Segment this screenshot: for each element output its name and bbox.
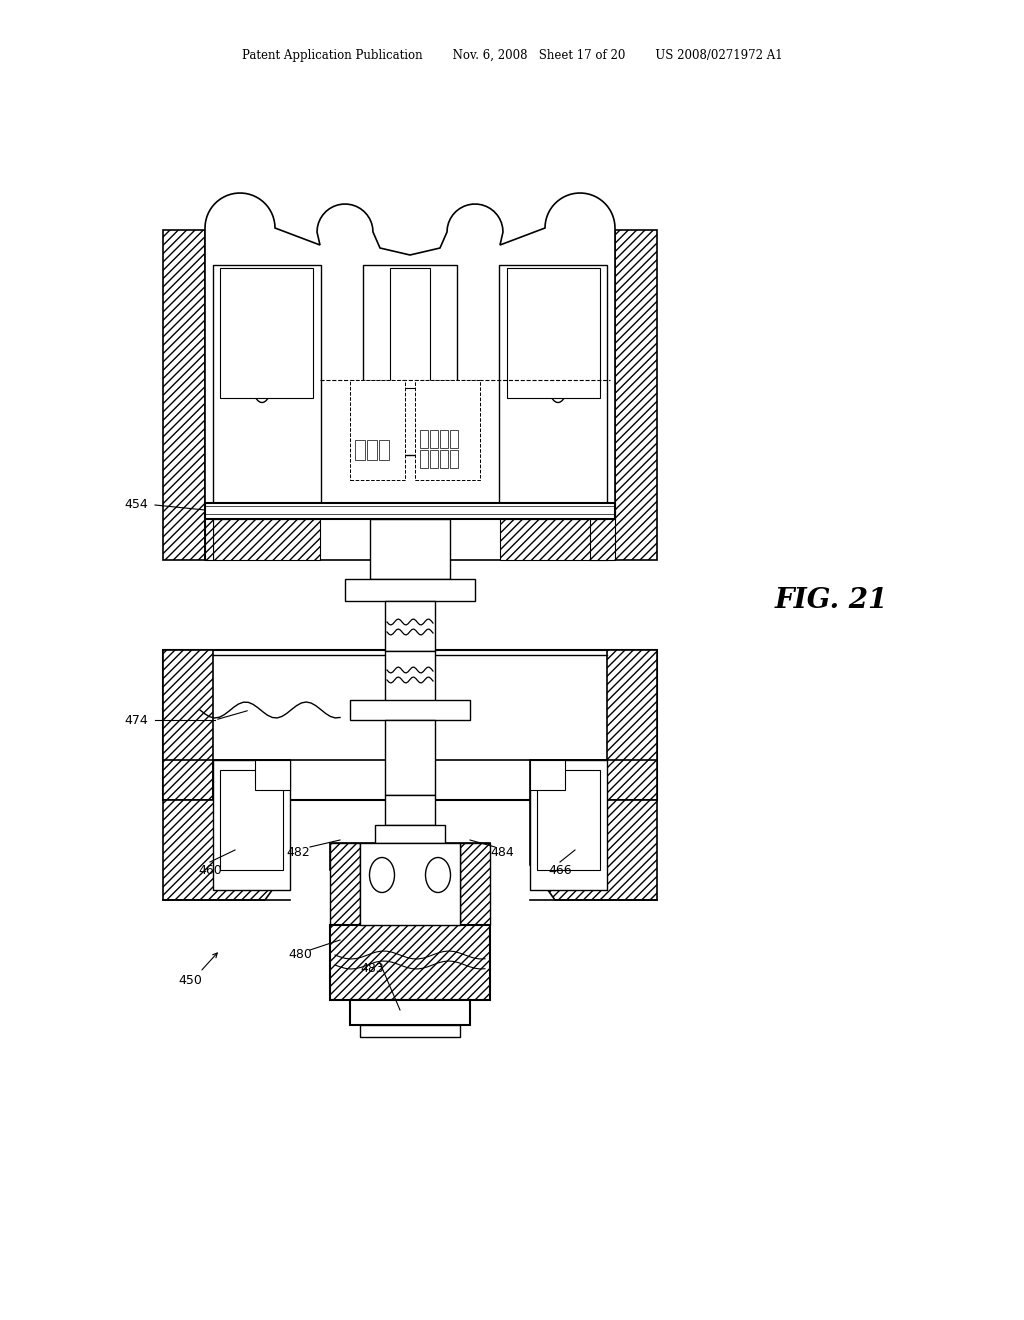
Bar bbox=[205, 503, 615, 519]
Text: 454: 454 bbox=[124, 499, 148, 511]
Text: 460: 460 bbox=[198, 863, 222, 876]
Bar bbox=[360, 843, 460, 925]
Bar bbox=[385, 601, 435, 651]
Bar bbox=[220, 770, 283, 870]
Bar bbox=[375, 825, 445, 843]
Text: 482: 482 bbox=[286, 846, 310, 859]
Bar bbox=[420, 430, 428, 447]
Polygon shape bbox=[500, 519, 607, 560]
Polygon shape bbox=[163, 760, 290, 900]
Text: 480: 480 bbox=[288, 949, 312, 961]
Bar bbox=[507, 268, 600, 399]
Bar bbox=[440, 450, 449, 469]
Bar bbox=[415, 380, 480, 480]
Polygon shape bbox=[205, 503, 230, 560]
Polygon shape bbox=[205, 193, 615, 560]
Bar bbox=[163, 649, 657, 800]
Bar bbox=[385, 719, 435, 795]
Polygon shape bbox=[163, 649, 213, 800]
Bar bbox=[450, 430, 458, 447]
Bar bbox=[213, 760, 290, 890]
Bar bbox=[350, 700, 470, 719]
Bar bbox=[420, 450, 428, 469]
Polygon shape bbox=[330, 843, 490, 870]
Bar bbox=[345, 579, 475, 601]
Bar bbox=[430, 430, 438, 447]
Bar bbox=[370, 519, 450, 579]
Polygon shape bbox=[590, 503, 615, 560]
Polygon shape bbox=[607, 649, 657, 800]
Polygon shape bbox=[163, 230, 205, 560]
Ellipse shape bbox=[248, 318, 276, 403]
Bar bbox=[390, 268, 430, 388]
Text: 483: 483 bbox=[360, 961, 384, 974]
Bar bbox=[350, 1001, 470, 1026]
Bar bbox=[499, 265, 607, 515]
Text: 466: 466 bbox=[548, 863, 571, 876]
Polygon shape bbox=[530, 760, 657, 900]
Bar bbox=[385, 795, 435, 825]
Bar bbox=[362, 265, 457, 455]
Polygon shape bbox=[615, 230, 657, 560]
Ellipse shape bbox=[426, 858, 451, 892]
Bar bbox=[440, 430, 449, 447]
Ellipse shape bbox=[544, 318, 572, 403]
Bar bbox=[537, 770, 600, 870]
Bar bbox=[367, 440, 377, 459]
Bar bbox=[220, 268, 313, 399]
Text: 484: 484 bbox=[490, 846, 514, 859]
Bar bbox=[430, 450, 438, 469]
Bar bbox=[530, 760, 565, 789]
Text: 450: 450 bbox=[178, 974, 202, 986]
Bar bbox=[350, 380, 406, 480]
Polygon shape bbox=[330, 843, 360, 925]
Polygon shape bbox=[330, 925, 490, 1001]
Polygon shape bbox=[460, 843, 490, 925]
Bar bbox=[360, 1026, 460, 1038]
Text: FIG. 21: FIG. 21 bbox=[775, 586, 888, 614]
Bar bbox=[255, 760, 290, 789]
Bar bbox=[379, 440, 389, 459]
Bar bbox=[213, 265, 321, 515]
Text: 474: 474 bbox=[124, 714, 148, 726]
Text: Patent Application Publication        Nov. 6, 2008   Sheet 17 of 20        US 20: Patent Application Publication Nov. 6, 2… bbox=[242, 49, 782, 62]
Bar bbox=[385, 651, 435, 701]
Bar bbox=[530, 760, 607, 890]
Bar bbox=[355, 440, 365, 459]
Polygon shape bbox=[213, 519, 319, 560]
Ellipse shape bbox=[370, 858, 394, 892]
Bar bbox=[450, 450, 458, 469]
